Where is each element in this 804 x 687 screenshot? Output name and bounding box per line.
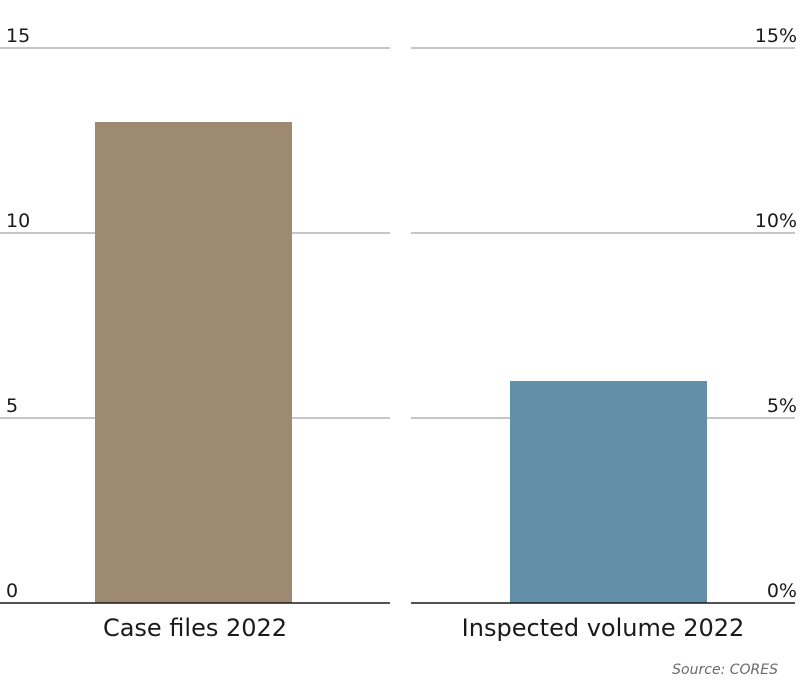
- y-tick-label-0-2: 10: [6, 210, 30, 232]
- y-tick-label-1-0: 0%: [767, 580, 797, 602]
- category-label-1-0: Inspected volume 2022: [462, 614, 745, 642]
- y-tick-label-0-1: 5: [6, 395, 18, 417]
- y-tick-label-0-3: 15: [6, 25, 30, 47]
- y-tick-label-1-3: 15%: [755, 25, 797, 47]
- y-tick-label-1-1: 5%: [767, 395, 797, 417]
- y-tick-label-0-0: 0: [6, 580, 18, 602]
- bar-0-0: [95, 122, 292, 603]
- source-note: Source: CORES: [672, 662, 778, 678]
- bar-1-0: [510, 381, 707, 603]
- category-label-0-0: Case files 2022: [103, 614, 287, 642]
- y-tick-label-1-2: 10%: [755, 210, 797, 232]
